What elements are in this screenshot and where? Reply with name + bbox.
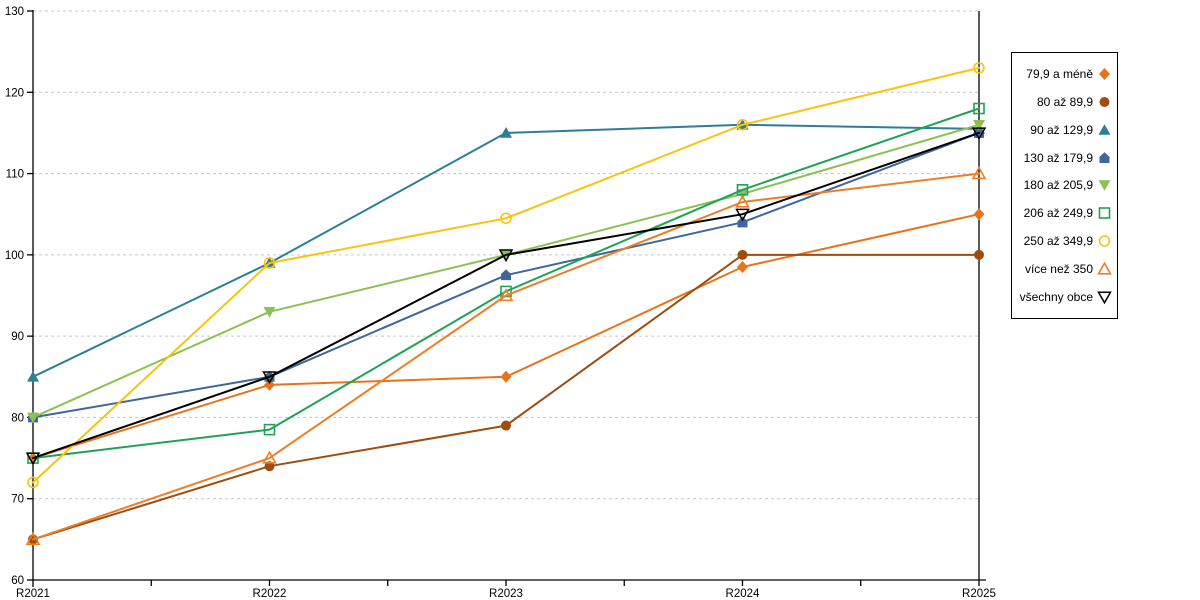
x-tick-label: R2021	[16, 588, 50, 600]
y-tick-label: 70	[11, 494, 24, 506]
data-point-marker	[737, 249, 748, 260]
data-point-marker	[1097, 291, 1112, 305]
triangle-down-filled-icon	[1098, 180, 1111, 192]
series-line	[32, 172, 980, 541]
series-8	[25, 166, 987, 545]
legend-item-label: všechny obce	[1019, 290, 1093, 305]
data-point-marker	[500, 127, 512, 138]
pentagon-filled-icon	[1099, 151, 1110, 163]
y-tick-label: 60	[11, 575, 24, 587]
data-point-marker	[27, 370, 39, 382]
data-point-marker	[736, 119, 749, 131]
legend-item-label: 130 až 179,9	[1023, 150, 1093, 165]
legend-item: 80 až 89,9	[1012, 95, 1117, 109]
data-point-marker	[973, 102, 985, 115]
data-point-marker	[262, 371, 277, 385]
data-point-marker	[263, 257, 276, 269]
data-point-marker	[973, 120, 985, 131]
data-point-marker	[1099, 151, 1110, 163]
series-9	[25, 127, 987, 466]
data-point-marker	[1098, 123, 1111, 135]
legend-item: 90 až 129,9	[1012, 123, 1117, 137]
data-point-marker	[973, 62, 985, 74]
data-point-marker	[27, 412, 39, 424]
x-tick-label: R2025	[962, 588, 996, 600]
data-point-marker	[264, 378, 275, 391]
circle-filled-icon	[1099, 96, 1110, 107]
x-tick-label: R2022	[253, 588, 287, 600]
data-point-marker	[971, 127, 987, 141]
legend-item: 206 až 249,9	[1012, 206, 1117, 220]
legend-item-label: 206 až 249,9	[1023, 206, 1093, 221]
data-point-marker	[735, 194, 750, 208]
series-line	[32, 107, 980, 460]
y-tick-label: 100	[5, 250, 24, 262]
data-point-marker	[25, 452, 41, 466]
series-2	[28, 249, 984, 545]
legend-item-label: 250 až 349,9	[1023, 234, 1093, 249]
circle-open-icon	[1098, 235, 1111, 248]
data-point-marker	[27, 476, 39, 489]
series-1	[27, 208, 985, 465]
data-point-marker	[500, 212, 512, 225]
legend-item: 180 až 205,9	[1012, 178, 1117, 192]
data-point-marker	[1098, 180, 1111, 192]
data-point-marker	[1098, 235, 1111, 248]
legend-item-label: 180 až 205,9	[1023, 178, 1093, 193]
triangle-down-open-icon	[1097, 291, 1112, 305]
y-tick-label: 80	[11, 412, 24, 424]
triangle-up-open-icon	[1097, 262, 1112, 275]
legend-item: 79,9 a méně	[1012, 67, 1117, 81]
x-tick-label: R2024	[726, 588, 760, 600]
data-point-marker	[974, 249, 984, 260]
data-point-marker	[1099, 67, 1110, 80]
legend-item-label: 80 až 89,9	[1036, 94, 1093, 109]
square-open-icon	[1098, 207, 1111, 220]
data-point-marker	[263, 306, 276, 318]
data-point-marker	[1098, 207, 1111, 220]
data-point-marker	[1099, 96, 1110, 107]
y-tick-label: 130	[5, 6, 24, 18]
diamond-filled-icon	[1099, 67, 1110, 80]
legend-item-label: 90 až 129,9	[1030, 122, 1093, 137]
data-point-marker	[501, 420, 511, 431]
legend-item: více než 350	[1012, 262, 1117, 276]
data-point-marker	[263, 423, 276, 436]
chart-legend: 79,9 a méně 80 až 89,9 90 až 129,9 130 až 1…	[1011, 52, 1118, 319]
legend-item-label: 79,9 a méně	[1026, 66, 1093, 81]
triangle-up-filled-icon	[1098, 123, 1111, 135]
data-point-marker	[262, 450, 277, 464]
data-point-marker	[25, 531, 41, 545]
data-point-marker	[264, 461, 275, 472]
series-line	[32, 66, 980, 484]
legend-item: 130 až 179,9	[1012, 151, 1117, 165]
series-line	[32, 253, 980, 541]
series-lines	[25, 62, 987, 545]
axis-labels: 60 70 80 90 100 110 120 130 R2021 R2022 R2023 R2024…	[5, 6, 996, 600]
axes	[27, 10, 986, 587]
series-6	[27, 102, 985, 464]
data-point-marker	[500, 370, 512, 383]
data-point-marker	[498, 288, 514, 302]
data-point-marker	[971, 166, 987, 180]
y-tick-label: 110	[6, 169, 24, 181]
data-point-marker	[973, 208, 985, 221]
series-7	[27, 62, 985, 489]
data-point-marker	[501, 269, 511, 281]
legend-item-label: více než 350	[1024, 262, 1093, 277]
series-line	[32, 131, 980, 460]
legend-item: 250 až 349,9	[1012, 234, 1117, 248]
x-tick-label: R2023	[489, 588, 523, 600]
data-point-marker	[737, 216, 748, 228]
y-tick-label: 120	[5, 87, 24, 99]
data-point-marker	[1097, 262, 1112, 275]
legend-item: všechny obce	[1012, 290, 1117, 305]
data-point-marker	[737, 261, 748, 274]
data-point-marker	[735, 208, 750, 222]
y-tick-label: 90	[11, 331, 24, 343]
data-point-marker	[498, 249, 514, 263]
